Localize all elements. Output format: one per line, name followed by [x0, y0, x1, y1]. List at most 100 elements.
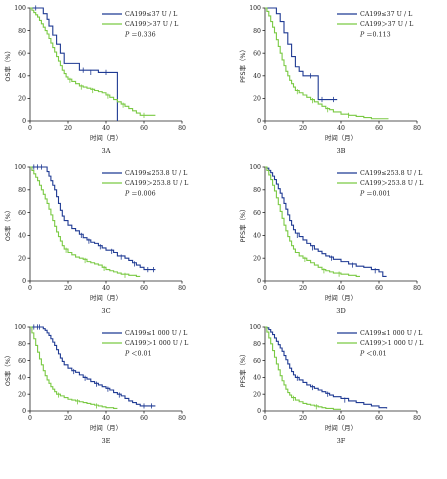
x-tick-label: 60 [140, 415, 148, 422]
y-tick-label: 100 [14, 5, 26, 12]
legend-label: CA199≤37 U / L [360, 11, 413, 18]
panel-caption: 3A [102, 147, 111, 155]
y-tick-label: 20 [253, 255, 261, 262]
x-tick-label: 80 [178, 415, 186, 422]
legend-label: CA199＞1 000 U / L [360, 340, 424, 347]
y-tick-label: 100 [14, 324, 26, 331]
x-tick-label: 20 [64, 285, 72, 292]
km-curve-1 [265, 166, 387, 277]
y-axis-title: OS率（%） [3, 47, 12, 81]
y-tick-label: 80 [253, 341, 261, 348]
p-value: P ＝0.113 [359, 32, 391, 39]
y-tick-label: 0 [257, 278, 261, 285]
legend-label: CA199＞253.8 U / L [360, 180, 424, 187]
y-tick-label: 80 [18, 341, 26, 348]
km-curve-2 [265, 7, 389, 120]
y-tick-label: 60 [18, 210, 26, 217]
legend-label: CA199＞1 000 U / L [125, 340, 189, 347]
panel-caption: 3B [336, 147, 345, 155]
legend-label: CA199≤253.8 U / L [360, 170, 423, 177]
y-tick-label: 100 [14, 164, 26, 171]
km-curve-2 [265, 326, 341, 410]
p-value: P ＝0.336 [124, 32, 156, 39]
panel-caption: 3D [336, 307, 345, 315]
km-curve-1 [30, 166, 156, 271]
km-curve-2 [30, 326, 118, 410]
y-tick-label: 100 [249, 164, 261, 171]
y-tick-label: 40 [18, 375, 26, 382]
x-tick-label: 40 [102, 125, 110, 132]
x-tick-label: 0 [263, 415, 267, 422]
x-tick-label: 20 [299, 285, 307, 292]
y-tick-label: 60 [253, 210, 261, 217]
y-axis-title: PFS率（%） [238, 46, 247, 83]
panel-caption: 3E [101, 437, 110, 445]
x-axis-title: 时间（月） [325, 133, 357, 142]
km-curve-2 [30, 166, 141, 277]
panel-3A: 0 20 40 60 80 100 0 20 40 60 80 OS率（%） 时间（月） 3A CA199≤… [3, 5, 186, 155]
x-tick-label: 80 [178, 285, 186, 292]
y-axis-title: OS率（%） [3, 207, 12, 241]
x-tick-label: 60 [375, 415, 383, 422]
y-tick-label: 60 [253, 358, 261, 365]
x-axis-title: 时间（月） [90, 293, 122, 302]
x-tick-label: 0 [263, 125, 267, 132]
legend-label: CA199≤1 000 U / L [125, 330, 188, 337]
x-tick-label: 60 [140, 285, 148, 292]
p-value: P ＜0.01 [359, 351, 387, 358]
x-tick-label: 40 [337, 415, 345, 422]
y-tick-label: 100 [249, 324, 261, 331]
y-tick-label: 0 [22, 278, 26, 285]
y-tick-label: 0 [257, 118, 261, 125]
y-tick-label: 40 [253, 73, 261, 80]
y-tick-label: 20 [18, 96, 26, 103]
x-tick-label: 20 [299, 415, 307, 422]
panel-3B: 0 20 40 60 80 100 0 20 40 60 80 PFS率（%） 时间（月） 3B CA199… [238, 5, 421, 155]
x-tick-label: 80 [413, 285, 421, 292]
x-tick-label: 20 [299, 125, 307, 132]
y-tick-label: 20 [18, 255, 26, 262]
legend-label: CA199＞253.8 U / L [125, 180, 189, 187]
y-axis-title: PFS率（%） [238, 351, 247, 388]
x-tick-label: 80 [178, 125, 186, 132]
x-axis-title: 时间（月） [90, 423, 122, 432]
x-tick-label: 40 [102, 415, 110, 422]
legend-label: CA199＞37 U / L [360, 21, 414, 28]
x-tick-label: 20 [64, 125, 72, 132]
legend-label: CA199≤37 U / L [125, 11, 178, 18]
panel-3D: 0 20 40 60 80 100 0 20 40 60 80 PFS率（%） 时间（月） 3D CA199… [238, 164, 424, 315]
y-tick-label: 80 [18, 28, 26, 35]
y-axis-title: PFS率（%） [238, 206, 247, 243]
y-tick-label: 0 [257, 408, 261, 415]
y-tick-label: 40 [18, 73, 26, 80]
x-tick-label: 60 [375, 125, 383, 132]
y-tick-label: 20 [253, 96, 261, 103]
y-tick-label: 40 [18, 233, 26, 240]
p-value: P ＜0.01 [124, 351, 152, 358]
legend-label: CA199≤1 000 U / L [360, 330, 423, 337]
y-tick-label: 40 [253, 375, 261, 382]
y-tick-label: 20 [253, 391, 261, 398]
legend-label: CA199≤253.8 U / L [125, 170, 188, 177]
km-curve-1 [265, 7, 338, 101]
km-curve-2 [265, 166, 360, 277]
km-curve-1 [30, 326, 156, 407]
panel-3C: 0 20 40 60 80 100 0 20 40 60 80 OS率（%） 时间（月） 3C CA199≤… [3, 164, 189, 315]
km-curve-2 [30, 7, 156, 116]
legend-label: CA199＞37 U / L [125, 21, 179, 28]
x-tick-label: 80 [413, 415, 421, 422]
y-tick-label: 60 [18, 50, 26, 57]
y-tick-label: 80 [253, 187, 261, 194]
x-tick-label: 40 [337, 285, 345, 292]
x-tick-label: 0 [263, 285, 267, 292]
x-tick-label: 20 [64, 415, 72, 422]
x-axis-title: 时间（月） [90, 133, 122, 142]
y-tick-label: 100 [249, 5, 261, 12]
x-tick-label: 0 [28, 125, 32, 132]
y-tick-label: 60 [253, 50, 261, 57]
y-axis-title: OS率（%） [3, 352, 12, 386]
panel-caption: 3F [337, 437, 346, 445]
x-axis-title: 时间（月） [325, 423, 357, 432]
x-tick-label: 60 [375, 285, 383, 292]
